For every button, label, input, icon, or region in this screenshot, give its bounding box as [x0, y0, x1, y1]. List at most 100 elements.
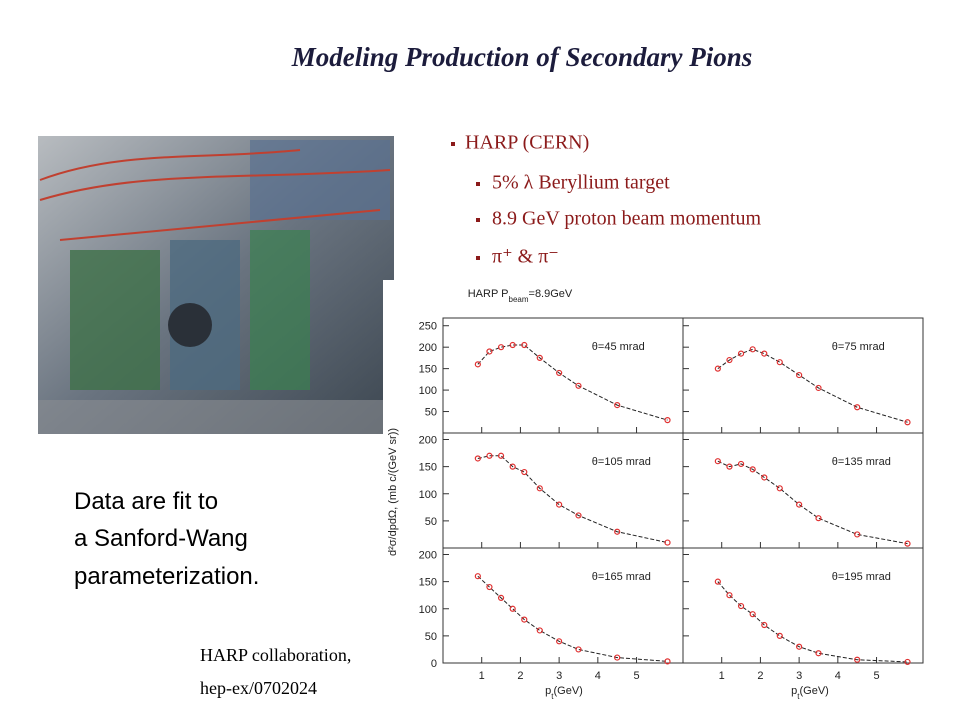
data-point — [749, 466, 756, 473]
note: Data are fit to a Sanford-Wang parameter… — [74, 488, 259, 590]
data-point — [904, 540, 911, 547]
data-point — [664, 658, 671, 665]
y-tick-label: 50 — [425, 631, 437, 643]
x-axis-label-part: p — [791, 685, 797, 697]
note-line: parameterization. — [74, 563, 259, 590]
y-tick-label: 100 — [419, 385, 437, 397]
data-point — [737, 350, 745, 357]
data-point — [854, 531, 861, 538]
slide-title: Modeling Production of Secondary Pions — [291, 42, 753, 72]
data-point — [726, 592, 733, 599]
x-tick-label: 3 — [796, 670, 802, 682]
data-point — [796, 371, 803, 379]
x-axis-label-part: t — [797, 692, 800, 701]
fit-line — [717, 348, 908, 423]
data-point — [761, 474, 768, 481]
x-axis-label: pt(GeV) — [545, 685, 583, 701]
data-point — [714, 578, 721, 585]
bullet — [451, 142, 455, 146]
data-point — [714, 365, 721, 372]
y-tick-label: 100 — [419, 604, 437, 616]
data-point — [509, 605, 516, 612]
citation-line: hep-ex/0702024 — [200, 678, 317, 698]
data-point — [737, 460, 745, 468]
data-point — [474, 455, 481, 462]
x-tick-label: 2 — [517, 670, 523, 682]
fit-line — [477, 344, 668, 421]
plot-title-part: HARP P — [468, 288, 509, 300]
fit-line — [477, 575, 668, 662]
y-tick-label: 150 — [419, 364, 437, 376]
x-tick-label: 2 — [757, 670, 763, 682]
data-point — [749, 346, 756, 353]
x-tick-label: 4 — [595, 670, 601, 682]
fit-line — [717, 460, 908, 545]
y-tick-label: 200 — [419, 435, 437, 447]
data-point — [776, 632, 783, 639]
fit-line — [717, 581, 908, 663]
data-point — [536, 627, 543, 634]
data-point — [575, 382, 582, 389]
panel-label: θ=165 mrad — [592, 571, 651, 583]
data-point — [614, 528, 621, 535]
data-point — [556, 638, 563, 645]
x-tick-label: 5 — [633, 670, 639, 682]
y-tick-label: 200 — [419, 342, 437, 354]
data-point — [474, 573, 481, 580]
data-point — [714, 458, 721, 465]
x-axis-label-part: t — [551, 692, 554, 701]
x-tick-label: 4 — [835, 670, 841, 682]
data-point — [737, 602, 745, 610]
photo — [38, 136, 394, 434]
data-point — [556, 369, 563, 377]
data-point — [497, 594, 505, 602]
citation: HARP collaboration, hep-ex/0702024 — [200, 645, 351, 698]
panel-label: θ=135 mrad — [832, 456, 891, 468]
x-tick-label: 1 — [479, 670, 485, 682]
data-point — [815, 515, 822, 522]
y-tick-label: 50 — [425, 407, 437, 419]
data-point — [614, 654, 621, 661]
data-point — [509, 341, 516, 349]
data-point — [486, 452, 493, 459]
x-axis-label-part: (GeV) — [554, 685, 583, 697]
note-line: a Sanford-Wang — [74, 525, 248, 552]
bullet-text: HARP (CERN) — [465, 132, 589, 154]
data-point — [614, 402, 621, 409]
x-tick-label: 1 — [719, 670, 725, 682]
data-point — [497, 344, 505, 351]
data-point — [726, 463, 733, 470]
data-point — [575, 646, 582, 653]
data-point — [521, 616, 528, 623]
data-point — [536, 485, 543, 492]
y-tick-label: 150 — [419, 577, 437, 589]
bullet-list: HARP (CERN) 5% λ Beryllium target 8.9 Ge… — [451, 132, 761, 268]
sub-bullet-text: π⁺ & π⁻ — [492, 246, 559, 268]
data-point — [776, 485, 783, 492]
data-point — [474, 361, 481, 368]
plot-title-part: =8.9GeV — [529, 288, 573, 300]
plot-title-part: beam — [509, 295, 529, 304]
x-axis-label-part: p — [545, 685, 551, 697]
data-point — [521, 341, 528, 349]
data-point — [904, 419, 911, 426]
data-point — [796, 501, 803, 508]
harp-plot: HARP Pbeam=8.9GeV d²σ/dpdΩ, (mb c/(GeV s… — [383, 280, 960, 701]
data-point — [796, 643, 803, 650]
data-point — [486, 348, 493, 355]
y-tick-label: 50 — [425, 516, 437, 528]
bullet — [476, 182, 480, 186]
x-axis-label: pt(GeV) — [791, 685, 829, 701]
bullet — [476, 218, 480, 222]
y-tick-label: 0 — [431, 658, 437, 670]
data-point — [664, 417, 671, 424]
x-tick-label: 5 — [873, 670, 879, 682]
bullet — [476, 256, 480, 260]
data-point — [749, 611, 756, 618]
data-point — [854, 404, 861, 411]
fit-line — [477, 455, 668, 544]
y-axis-label: d²σ/dpdΩ, (mb c/(GeV sr)) — [387, 428, 399, 556]
data-point — [761, 350, 768, 357]
data-point — [664, 539, 671, 546]
panel-label: θ=75 mrad — [832, 341, 885, 353]
